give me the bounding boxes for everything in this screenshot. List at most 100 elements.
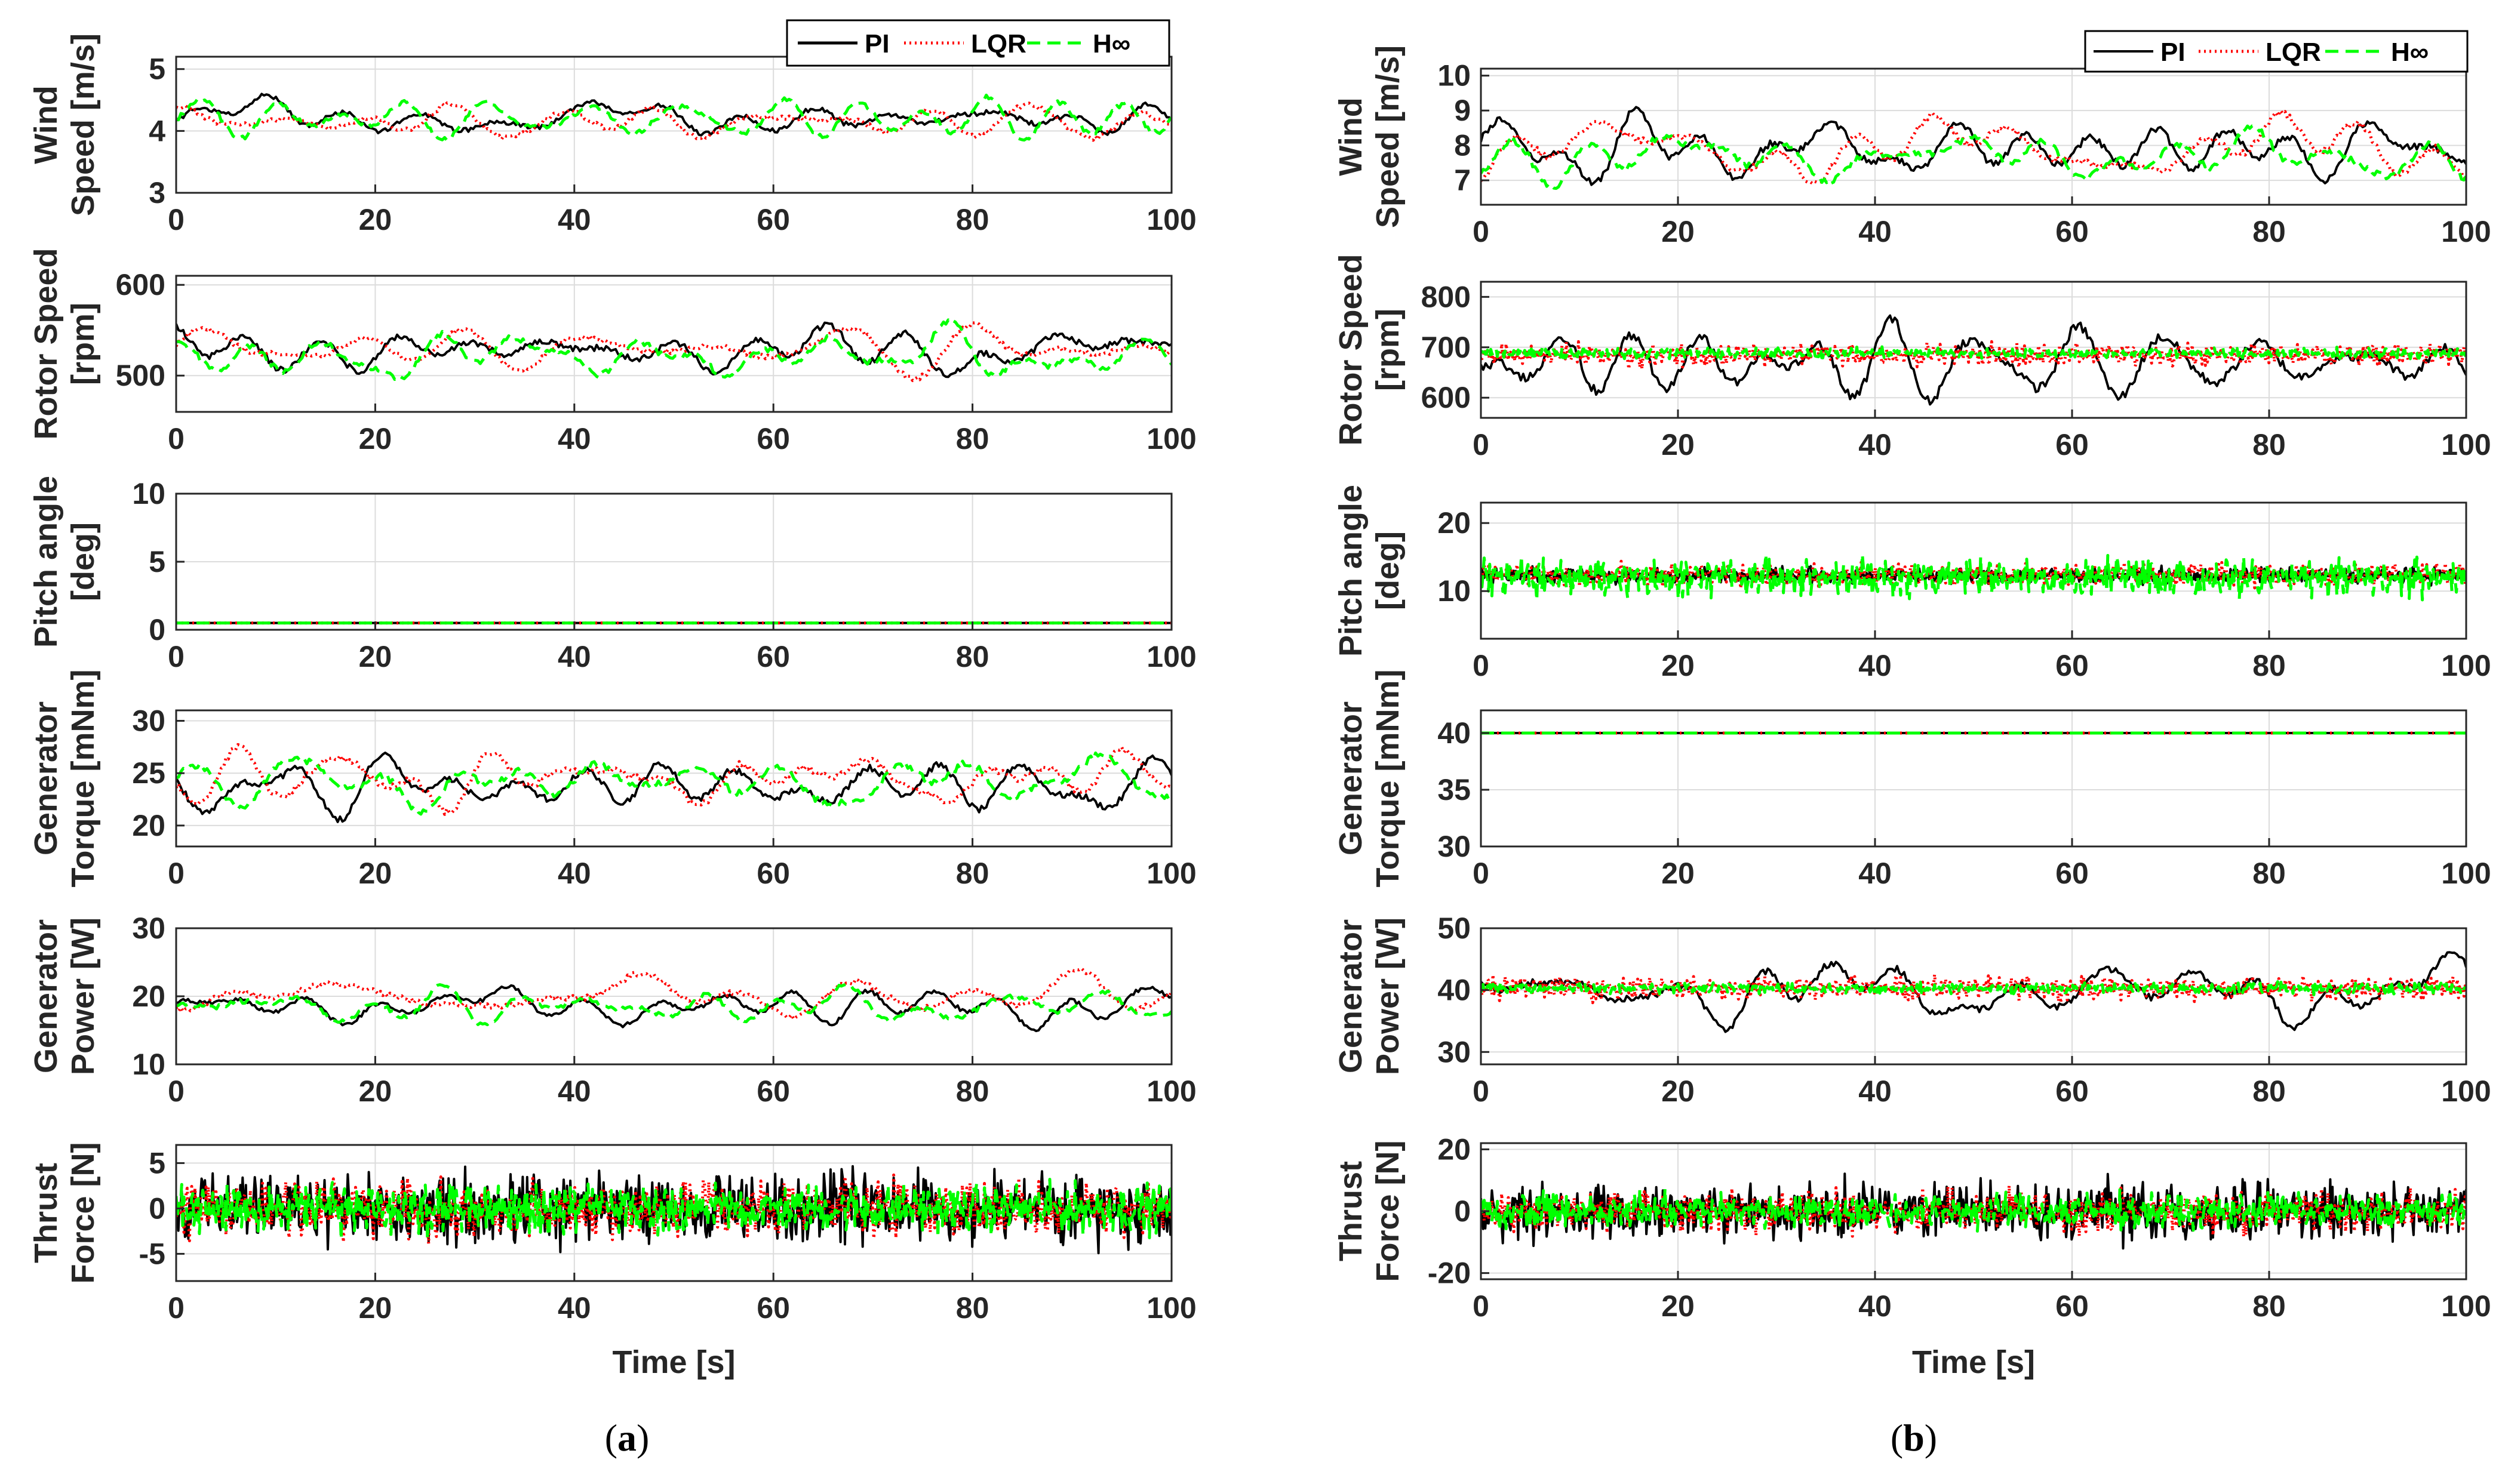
ytick-label: 20 (1437, 1132, 1471, 1166)
xtick-label: 100 (1147, 1074, 1196, 1108)
ytick-label: 20 (132, 809, 165, 842)
xtick-label: 60 (757, 422, 790, 455)
ytick-label: 30 (1437, 830, 1471, 863)
ytick-label: 500 (116, 359, 165, 392)
axes-box (175, 709, 1173, 848)
ylabel-line: Torque [mNm] (1370, 670, 1406, 888)
ytick-label: 7 (1454, 164, 1471, 197)
ytick-label: 10 (132, 477, 165, 510)
ytick-label: 30 (132, 704, 165, 738)
xtick-label: 100 (2441, 428, 2491, 461)
legend-a-pi-label: PI (865, 29, 890, 59)
series-b-3-hinf (1481, 552, 2466, 602)
xtick-label: 100 (1147, 422, 1196, 455)
ylabel-line: Speed [m/s] (1370, 45, 1406, 228)
axes-box (175, 1144, 1173, 1282)
xtick-label: 80 (956, 857, 989, 890)
xtick-label: 100 (2441, 1289, 2491, 1323)
panel-b-3: 10 20 0 20 40 60 80 100 Pitch angle[deg] (1333, 485, 2491, 682)
ylabel-a-2: Rotor Speed[rpm] (28, 248, 101, 439)
xtick-label: 40 (1858, 1289, 1892, 1323)
series-a-1-lqr (176, 101, 1172, 142)
ylabel-a-5: GeneratorPower [W] (28, 918, 101, 1075)
xtick-label: 20 (1661, 649, 1695, 682)
panel-b-4: 30 35 40 0 20 40 60 80 100 GeneratorTorque [mNm] (1333, 670, 2491, 890)
series-b-5-hinf (1481, 980, 2466, 997)
xtick-label: 0 (168, 640, 185, 673)
ytick-label: 40 (1437, 716, 1471, 750)
xtick-label: 0 (1473, 428, 1489, 461)
xtick-label: 60 (2055, 215, 2089, 248)
ytick-label: 0 (149, 1191, 165, 1225)
xtick-label: 0 (168, 1074, 185, 1108)
ylabel-line: Generator (28, 701, 64, 855)
ylabel-line: Rotor Speed (28, 248, 64, 439)
panel-a-5: 10 20 30 0 20 40 60 80 100 GeneratorPower [W] (28, 912, 1197, 1108)
xtick-label: 80 (956, 640, 989, 673)
panel-a-1: 3 4 5 0 20 40 60 80 100 WindSpeed [m/s] (28, 33, 1197, 236)
xtick-label: 40 (558, 857, 591, 890)
series-a-6-hinf (176, 1178, 1172, 1241)
ylabel-line: Speed [m/s] (65, 33, 101, 216)
xtick-label: 0 (1473, 1289, 1489, 1323)
ylabel-a-4: GeneratorTorque [mNm] (28, 670, 101, 888)
xtick-label: 60 (757, 857, 790, 890)
ylabel-line: Force [N] (1370, 1140, 1406, 1282)
ytick-label: 50 (1437, 912, 1471, 945)
ytick-label: 600 (1421, 381, 1471, 414)
ytick-label: 30 (1437, 1035, 1471, 1069)
xtick-label: 40 (1858, 428, 1892, 461)
xtick-label: 40 (1858, 857, 1892, 890)
ylabel-a-1: WindSpeed [m/s] (28, 33, 101, 216)
xtick-label: 0 (1473, 1074, 1489, 1108)
xtick-label: 80 (2252, 1074, 2286, 1108)
ytick-label: 20 (132, 980, 165, 1013)
xtick-label: 100 (1147, 640, 1196, 673)
xtick-label: 60 (757, 1074, 790, 1108)
ylabel-line: Generator (1333, 701, 1369, 855)
ylabel-line: Thrust (1333, 1161, 1369, 1261)
series-a-6-lqr (176, 1173, 1172, 1246)
xtick-label: 40 (558, 1074, 591, 1108)
xtick-label: 100 (2441, 215, 2491, 248)
series-b-5-pi (1481, 951, 2466, 1033)
legend-b-lqr-label: LQR (2266, 38, 2321, 67)
ytick-label: 700 (1421, 331, 1471, 364)
ylabel-line: [deg] (65, 522, 101, 601)
xtick-label: 20 (359, 422, 392, 455)
xtick-label: 0 (1473, 649, 1489, 682)
ytick-label: 600 (116, 268, 165, 301)
xtick-label: 20 (359, 203, 392, 236)
xtick-label: 100 (2441, 857, 2491, 890)
xtick-label: 40 (558, 1291, 591, 1325)
xtick-label: 40 (558, 640, 591, 673)
caption-a: (a) (605, 1417, 650, 1459)
panel-a-2: 500 600 0 20 40 60 80 100 Rotor Speed[rpm] (28, 248, 1197, 455)
xtick-label: 100 (1147, 857, 1196, 890)
ytick-label: 3 (149, 176, 165, 210)
series-b-5-lqr (1481, 972, 2466, 1005)
xlabel-b: Time [s] (1912, 1344, 2035, 1380)
xtick-label: 20 (359, 857, 392, 890)
ytick-label: 20 (1437, 506, 1471, 540)
ylabel-line: Torque [mNm] (65, 670, 101, 888)
xtick-label: 80 (2252, 215, 2286, 248)
xtick-label: 20 (1661, 215, 1695, 248)
ylabel-line: Pitch angle (28, 476, 64, 648)
xtick-label: 80 (2252, 1289, 2286, 1323)
series-a-4-pi (176, 752, 1172, 823)
axes-box (175, 275, 1173, 413)
xtick-label: 60 (757, 640, 790, 673)
series-a-4-hinf (176, 751, 1172, 816)
xtick-label: 60 (757, 1291, 790, 1325)
xtick-label: 80 (956, 1291, 989, 1325)
ylabel-b-1: WindSpeed [m/s] (1333, 45, 1406, 228)
series-a-1-pi (176, 93, 1172, 137)
panel-b-2: 600 700 800 0 20 40 60 80 100 Rotor Speed[rpm] (1333, 254, 2491, 461)
xtick-label: 0 (1473, 857, 1489, 890)
axes-box (1480, 709, 2467, 848)
ytick-label: 5 (149, 53, 165, 86)
legend-a: PI LQR H∞ (786, 19, 1170, 67)
